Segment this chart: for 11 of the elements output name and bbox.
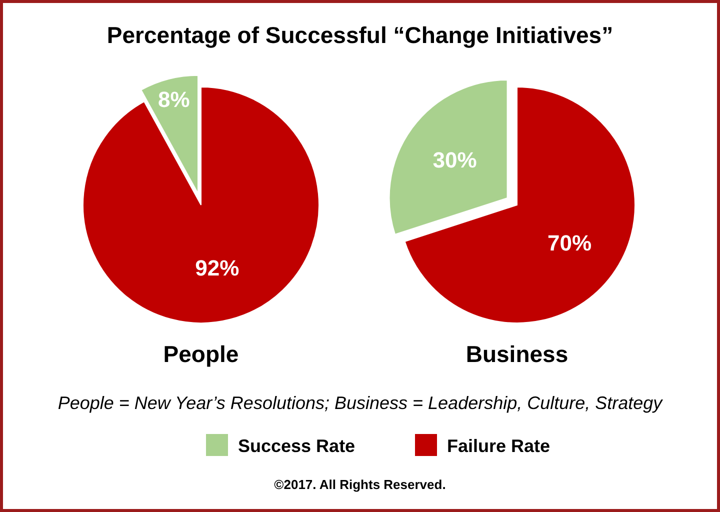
text: People [163,341,239,367]
chart-title: Percentage of Successful “Change Initiatives” [106,22,614,48]
text: Business [466,341,568,367]
data-label: 30% [432,147,477,172]
data-label: 70% [547,230,592,256]
legend-label: Success Rate [238,436,356,456]
data-label: 8% [158,87,190,112]
text: ©2017. All Rights Reserved. [274,477,446,492]
data-label: 92% [195,255,240,280]
text: People = New Year’s Resolutions; Business = Leadership, Culture, Strategy [58,393,664,413]
legend-label: Failure Rate [447,436,550,456]
